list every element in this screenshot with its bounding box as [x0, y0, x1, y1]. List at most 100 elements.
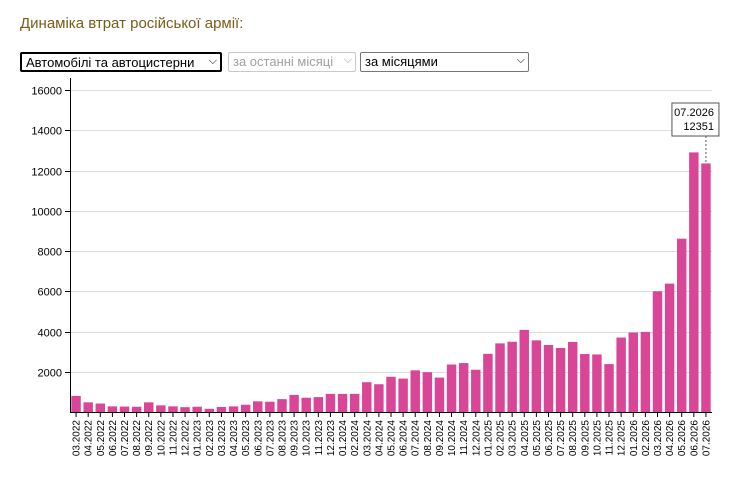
bar — [640, 331, 651, 412]
x-tick-label: 06.2022 — [108, 420, 119, 457]
bar — [313, 397, 324, 412]
y-axis: 2000 4000 6000 8000 10000 12000 14000 16000 — [31, 78, 71, 412]
bar — [119, 406, 130, 412]
x-tick-label: 09.2025 — [580, 420, 591, 457]
bar — [301, 397, 311, 412]
y-tick-label: 10000 — [31, 207, 62, 219]
x-tick-label: 06.2023 — [253, 420, 264, 457]
bar — [652, 291, 663, 412]
y-tick-label: 6000 — [38, 287, 62, 299]
x-tick-label: 03.2025 — [508, 420, 519, 457]
bar — [543, 344, 554, 412]
bar — [337, 393, 348, 412]
x-tick-label: 04.2025 — [520, 420, 531, 457]
bar — [398, 378, 408, 412]
bar — [192, 406, 202, 412]
x-tick-label: 12.2024 — [471, 420, 482, 457]
bar — [567, 341, 578, 412]
x-tick-label: 08.2024 — [423, 420, 434, 457]
bar — [253, 401, 263, 412]
bar — [144, 402, 154, 412]
category-select-value: Автомобілі та автоцистерни — [26, 55, 195, 70]
bar — [349, 393, 360, 412]
x-tick-label: 08.2022 — [132, 420, 143, 457]
bar — [131, 406, 142, 412]
x-tick-label: 01.2024 — [338, 420, 349, 457]
chevron-down-icon: ⌵ — [208, 55, 217, 67]
bar — [265, 401, 275, 412]
x-tick-label: 03.2023 — [217, 420, 228, 457]
bar — [289, 394, 299, 412]
x-tick-label: 05.2023 — [241, 420, 252, 457]
y-tick-label: 2000 — [38, 368, 62, 380]
bar — [592, 354, 602, 412]
x-tick-label: 05.2026 — [677, 420, 688, 457]
x-axis: 03.2022 04.2022 05.2022 06.2022 07.2022 08.20… — [70, 412, 712, 456]
x-tick-label: 11.2023 — [314, 420, 325, 456]
bar — [95, 403, 106, 412]
x-tick-label: 07.2025 — [556, 420, 567, 457]
grid-lines — [70, 90, 712, 373]
x-tick-label: 01.2023 — [193, 420, 204, 457]
page-title: Динаміка втрат російської армії: — [20, 15, 244, 32]
bar — [555, 348, 566, 412]
bar — [277, 399, 287, 412]
bar — [471, 369, 481, 412]
period-select[interactable]: за останні місяці ⌵ — [228, 52, 356, 72]
y-tick-label: 8000 — [38, 247, 62, 259]
x-tick-label: 05.2025 — [532, 420, 543, 457]
chevron-down-icon: ⌵ — [343, 54, 352, 66]
bar — [495, 343, 505, 412]
x-tick-label: 03.2026 — [653, 420, 664, 457]
grouping-select[interactable]: за місяцями ⌵ — [360, 52, 529, 72]
bar — [228, 406, 239, 412]
bar — [689, 152, 699, 412]
x-tick-label: 06.2024 — [399, 420, 410, 457]
x-tick-label: 01.2026 — [629, 420, 640, 457]
x-tick-label: 10.2022 — [156, 420, 167, 457]
x-tick-label: 12.2023 — [326, 420, 337, 457]
x-tick-label: 07.2026 — [701, 420, 712, 457]
bar — [168, 406, 178, 412]
y-tick-label: 16000 — [31, 86, 62, 98]
tooltip-box — [671, 102, 720, 137]
x-tick-label: 01.2025 — [483, 420, 494, 457]
bar — [604, 364, 614, 412]
bar — [325, 393, 336, 412]
x-tick-label: 06.2026 — [689, 420, 700, 457]
category-select[interactable]: Автомобілі та автоцистерни ⌵ — [20, 52, 222, 72]
x-tick-label: 07.2024 — [411, 420, 422, 457]
y-tick-label: 12000 — [31, 167, 62, 179]
bar — [664, 283, 675, 412]
x-tick-label: 04.2022 — [84, 420, 95, 457]
bar — [216, 406, 227, 412]
x-tick-label: 11.2024 — [459, 420, 470, 456]
x-tick-label: 07.2023 — [265, 420, 276, 457]
bar — [83, 402, 93, 412]
bar — [483, 353, 493, 412]
x-tick-label: 06.2025 — [544, 420, 555, 457]
y-tick-label: 4000 — [38, 328, 62, 340]
x-tick-label: 12.2022 — [181, 420, 192, 457]
period-select-value: за останні місяці — [233, 54, 334, 69]
bars — [71, 152, 711, 412]
x-tick-label: 08.2025 — [568, 420, 579, 457]
x-tick-label: 08.2023 — [277, 420, 288, 457]
bar — [240, 404, 251, 412]
bar — [180, 407, 190, 412]
x-tick-label: 09.2022 — [144, 420, 155, 457]
x-tick-label: 05.2022 — [96, 420, 107, 457]
x-tick-label: 11.2022 — [168, 420, 179, 456]
chevron-down-icon: ⌵ — [516, 54, 525, 66]
y-tick-label: 14000 — [31, 126, 62, 138]
x-tick-label: 04.2026 — [665, 420, 676, 457]
bar — [204, 408, 215, 412]
bar — [156, 405, 166, 412]
bar — [446, 364, 457, 412]
x-tick-label: 09.2023 — [290, 420, 301, 457]
bar — [458, 363, 469, 412]
bar — [507, 341, 517, 412]
x-tick-label: 02.2026 — [641, 420, 652, 457]
bar — [107, 406, 118, 412]
